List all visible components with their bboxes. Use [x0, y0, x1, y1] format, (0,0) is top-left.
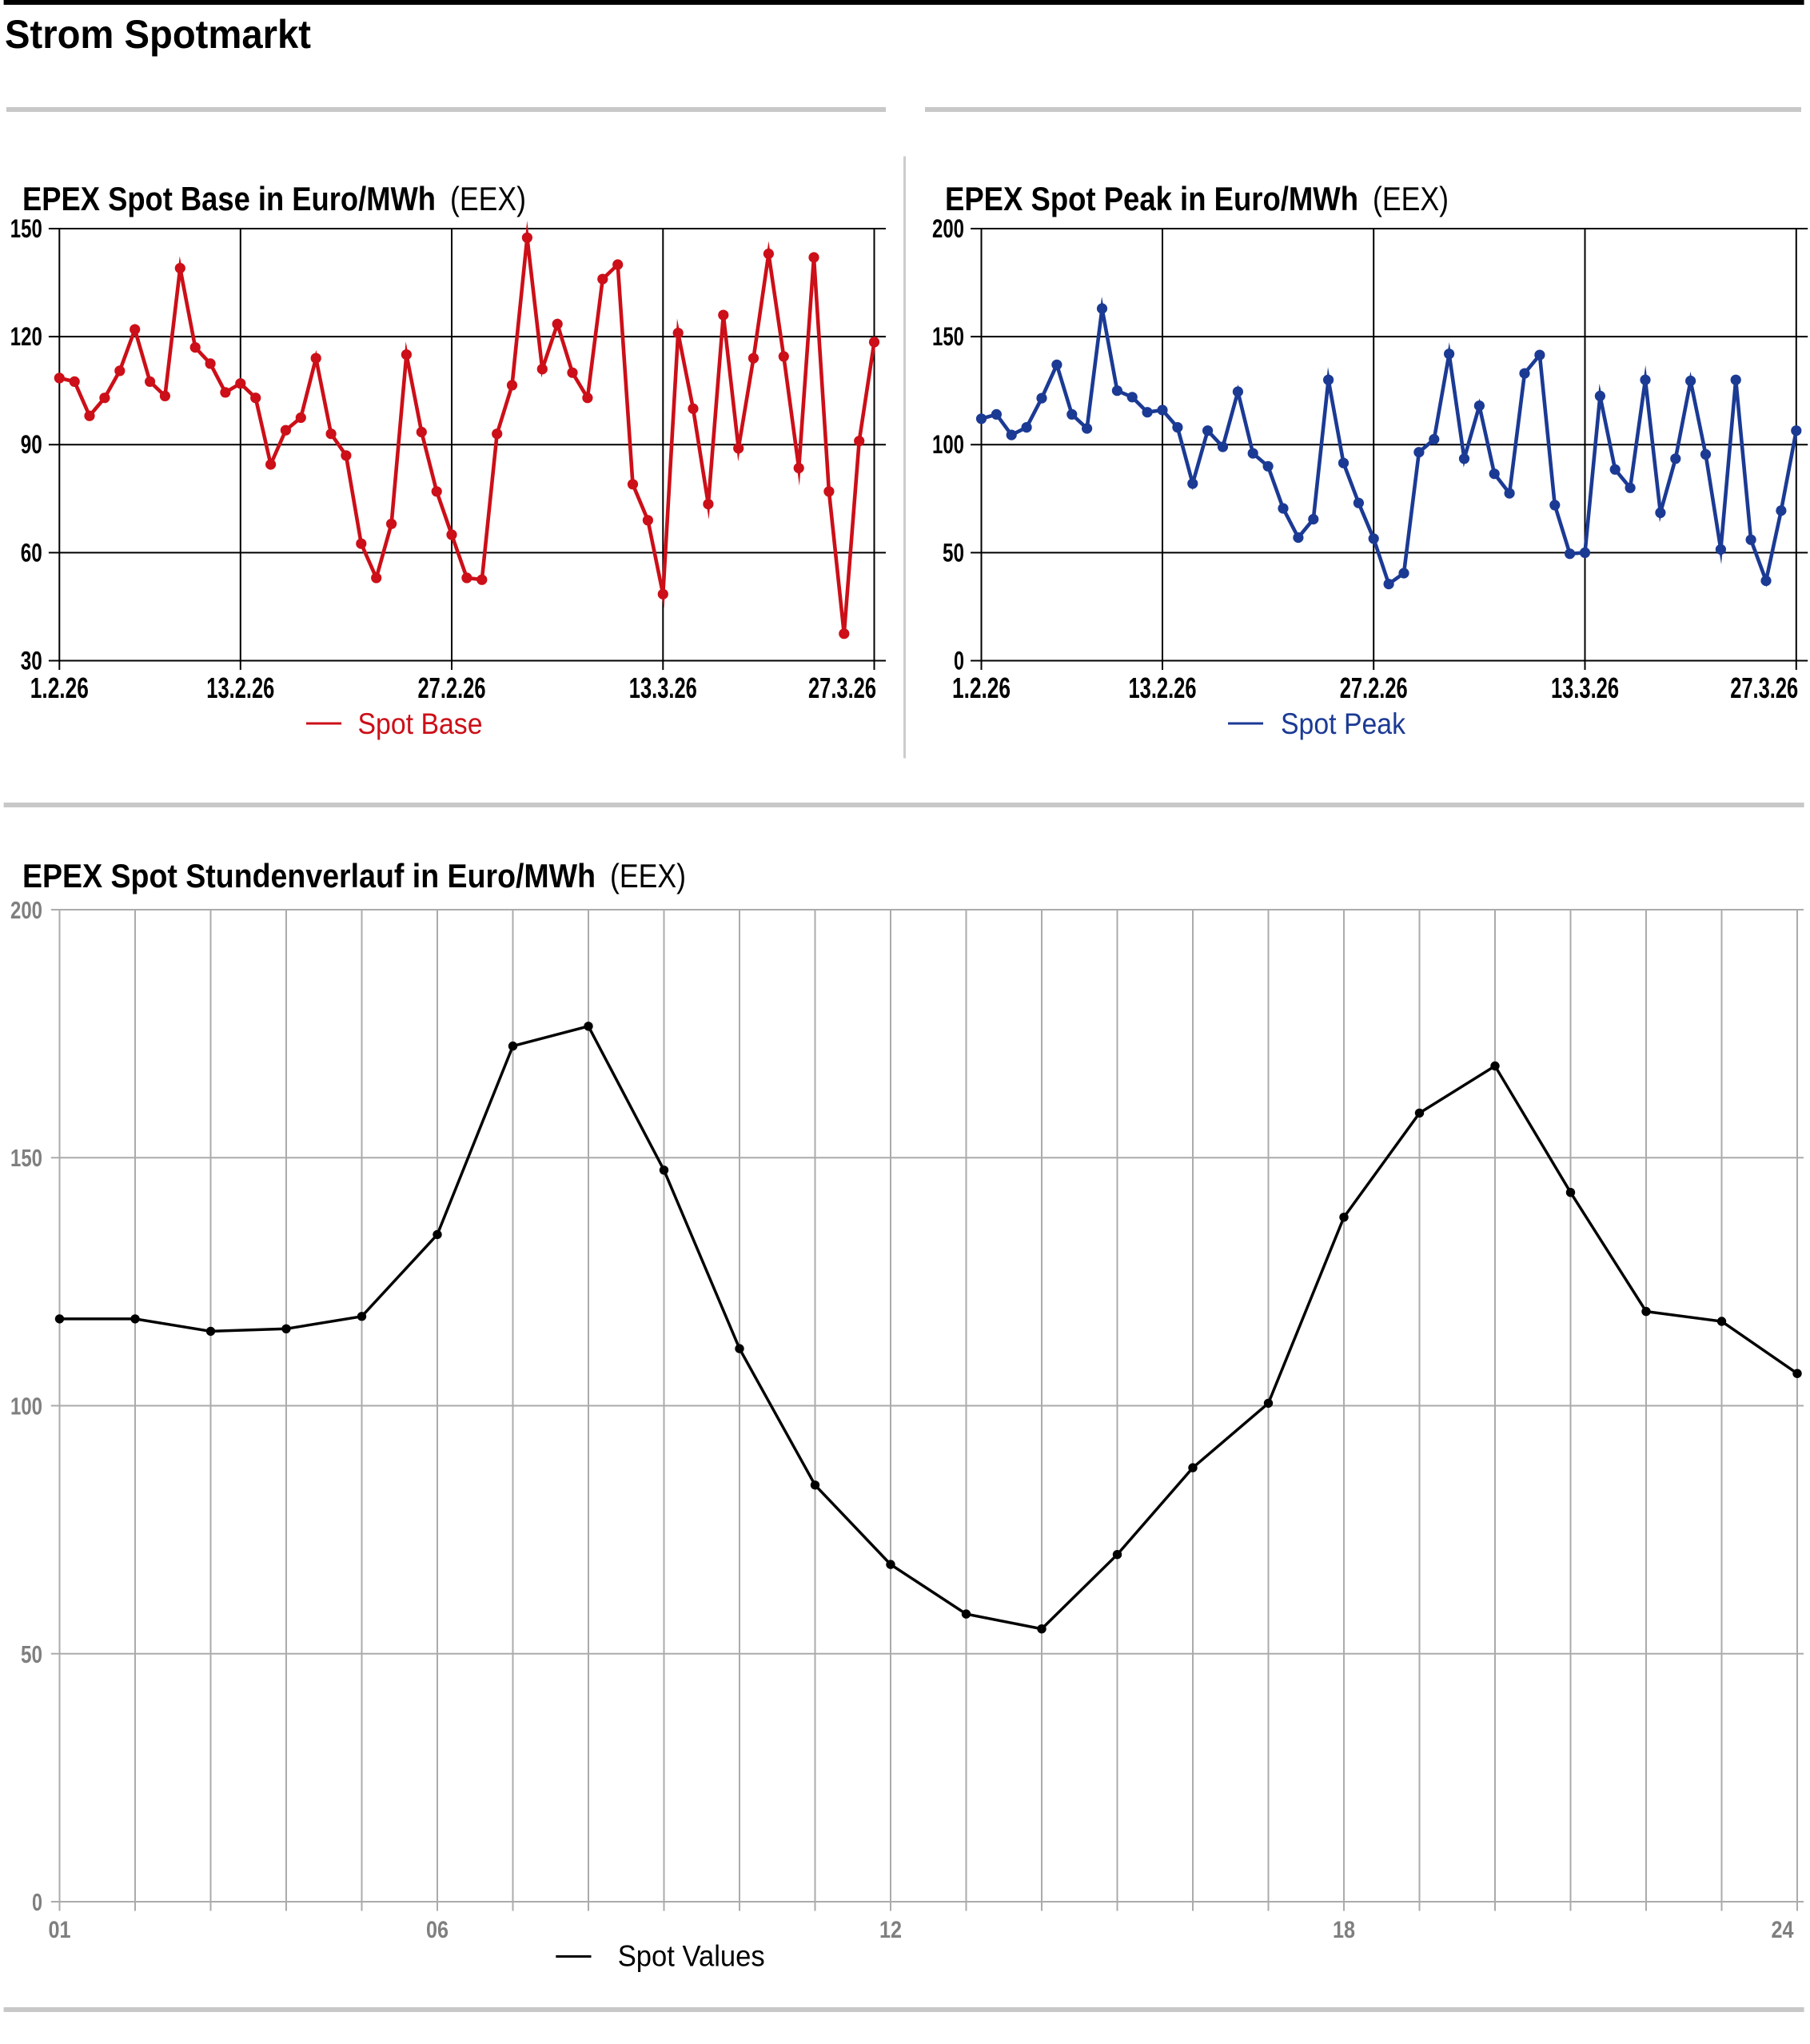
svg-text:13.2.26: 13.2.26 [1129, 671, 1197, 704]
svg-text:30: 30 [21, 647, 42, 675]
svg-text:(EEX): (EEX) [610, 857, 686, 894]
svg-text:13.3.26: 13.3.26 [629, 671, 697, 704]
svg-text:27.3.26: 27.3.26 [1730, 671, 1798, 704]
svg-text:01: 01 [49, 1917, 71, 1943]
svg-text:27.2.26: 27.2.26 [1340, 671, 1408, 704]
svg-text:EPEX Spot Peak in Euro/MWh: EPEX Spot Peak in Euro/MWh [945, 180, 1358, 217]
svg-text:100: 100 [932, 430, 964, 459]
svg-text:13.3.26: 13.3.26 [1551, 671, 1619, 704]
svg-text:150: 150 [10, 214, 42, 243]
svg-text:150: 150 [932, 322, 964, 351]
svg-text:12: 12 [879, 1917, 902, 1943]
svg-text:18: 18 [1333, 1917, 1355, 1943]
svg-text:1.2.26: 1.2.26 [952, 671, 1011, 704]
svg-text:EPEX Spot Stundenverlauf in Eu: EPEX Spot Stundenverlauf in Euro/MWh [22, 857, 596, 894]
svg-text:06: 06 [426, 1917, 449, 1943]
svg-text:60: 60 [21, 538, 42, 567]
svg-text:1.2.26: 1.2.26 [30, 671, 89, 704]
svg-text:120: 120 [10, 322, 42, 351]
svg-text:150: 150 [10, 1144, 42, 1172]
svg-text:EPEX Spot Base in Euro/MWh: EPEX Spot Base in Euro/MWh [22, 180, 436, 217]
svg-text:50: 50 [21, 1640, 42, 1668]
svg-text:90: 90 [21, 430, 42, 459]
svg-text:200: 200 [10, 896, 42, 924]
svg-text:200: 200 [932, 214, 964, 243]
svg-text:0: 0 [32, 1888, 42, 1916]
svg-text:Spot Peak: Spot Peak [1281, 707, 1405, 740]
svg-text:27.2.26: 27.2.26 [418, 671, 486, 704]
svg-text:27.3.26: 27.3.26 [808, 671, 876, 704]
svg-text:13.2.26: 13.2.26 [206, 671, 274, 704]
svg-text:(EEX): (EEX) [450, 180, 526, 217]
svg-text:0: 0 [954, 647, 964, 675]
svg-text:Strom Spotmarkt: Strom Spotmarkt [5, 12, 311, 57]
svg-text:100: 100 [10, 1393, 42, 1420]
svg-text:50: 50 [943, 538, 964, 567]
svg-text:(EEX): (EEX) [1373, 180, 1449, 217]
svg-text:24: 24 [1772, 1917, 1794, 1943]
svg-text:Spot Values: Spot Values [618, 1940, 765, 1973]
svg-text:Spot Base: Spot Base [358, 707, 483, 740]
